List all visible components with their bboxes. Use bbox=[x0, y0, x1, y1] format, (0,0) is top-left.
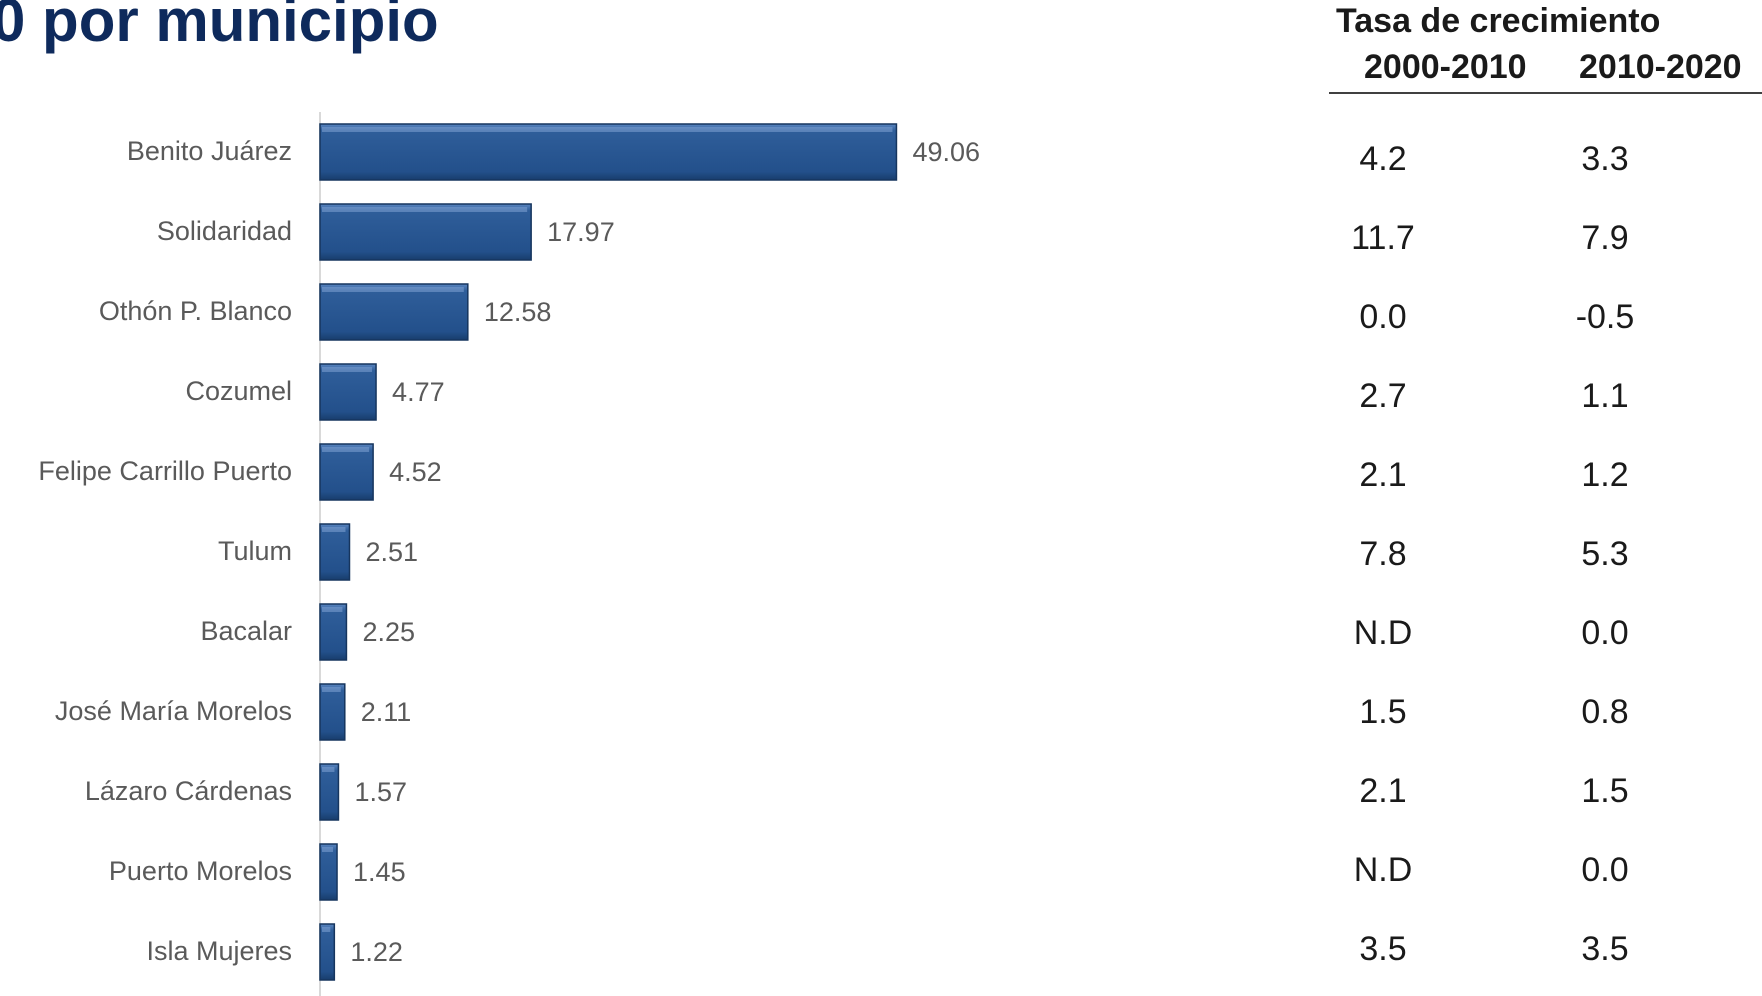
bar-highlight bbox=[322, 447, 370, 452]
period-header-2000-2010: 2000-2010 bbox=[1364, 48, 1527, 86]
rate-cell-2000-2010: 2.7 bbox=[1359, 377, 1407, 415]
value-label: 49.06 bbox=[912, 137, 980, 167]
rate-cell-2000-2010: 0.0 bbox=[1359, 298, 1407, 336]
header-divider bbox=[1329, 92, 1762, 94]
bar bbox=[319, 843, 338, 901]
bar-highlight bbox=[322, 367, 373, 372]
value-label: 2.25 bbox=[362, 617, 415, 647]
bar-highlight bbox=[322, 287, 464, 292]
rate-cell-2000-2010: 1.5 bbox=[1359, 693, 1407, 731]
rate-cell-2000-2010: 2.1 bbox=[1359, 456, 1407, 494]
bar bbox=[319, 283, 469, 341]
rate-cell-2000-2010: 3.5 bbox=[1359, 930, 1407, 968]
bar bbox=[319, 123, 898, 181]
bar bbox=[319, 443, 374, 501]
value-label: 17.97 bbox=[547, 217, 615, 247]
rate-cell-2000-2010: 2.1 bbox=[1359, 772, 1407, 810]
period-header-2010-2020: 2010-2020 bbox=[1579, 48, 1742, 86]
rate-cell-2010-2020: 1.2 bbox=[1581, 456, 1629, 494]
rate-cell-2010-2020: -0.5 bbox=[1575, 298, 1635, 336]
bar bbox=[319, 763, 340, 821]
rate-cell-2000-2010: N.D bbox=[1353, 851, 1413, 889]
category-label: Cozumel bbox=[185, 376, 292, 406]
category-label: Solidaridad bbox=[157, 216, 292, 246]
rate-cell-2010-2020: 1.1 bbox=[1581, 377, 1629, 415]
bar bbox=[319, 203, 532, 261]
rate-cell-2010-2020: 1.5 bbox=[1581, 772, 1629, 810]
category-label: Benito Juárez bbox=[127, 136, 292, 166]
category-label: Othón P. Blanco bbox=[99, 296, 292, 326]
bar bbox=[319, 603, 348, 661]
rate-cell-2010-2020: 0.8 bbox=[1581, 693, 1629, 731]
bar-highlight bbox=[322, 527, 346, 532]
rate-cell-2000-2010: 7.8 bbox=[1359, 535, 1407, 573]
value-label: 1.22 bbox=[350, 937, 403, 967]
bar-highlight bbox=[322, 127, 893, 132]
bar-highlight bbox=[322, 207, 528, 212]
value-label: 4.52 bbox=[389, 457, 442, 487]
category-label: Felipe Carrillo Puerto bbox=[38, 456, 292, 486]
bar-highlight bbox=[322, 687, 341, 692]
bar-highlight bbox=[322, 767, 335, 772]
value-label: 2.51 bbox=[365, 537, 418, 567]
category-label: Puerto Morelos bbox=[109, 856, 292, 886]
growth-rate-title: Tasa de crecimiento bbox=[1336, 2, 1661, 40]
rate-cell-2000-2010: 11.7 bbox=[1351, 219, 1415, 257]
bar-highlight bbox=[322, 607, 343, 612]
category-label: Tulum bbox=[218, 536, 292, 566]
category-label: Bacalar bbox=[200, 616, 292, 646]
value-label: 4.77 bbox=[392, 377, 445, 407]
bar bbox=[319, 363, 377, 421]
rate-cell-2010-2020: 7.9 bbox=[1581, 219, 1629, 257]
bar-highlight bbox=[322, 847, 334, 852]
bar-chart: Benito Juárez 49.06 Solidaridad 17.97 Othón … bbox=[38, 112, 980, 996]
category-label: José María Morelos bbox=[55, 696, 292, 726]
value-label: 1.45 bbox=[353, 857, 406, 887]
bar-highlight bbox=[322, 927, 331, 932]
bar bbox=[319, 683, 346, 741]
rate-cell-2000-2010: N.D bbox=[1353, 614, 1413, 652]
rate-cell-2010-2020: 0.0 bbox=[1581, 851, 1629, 889]
value-label: 1.57 bbox=[354, 777, 407, 807]
rate-cell-2010-2020: 3.5 bbox=[1581, 930, 1629, 968]
page-title: 0 por municipio bbox=[0, 0, 439, 54]
value-label: 12.58 bbox=[484, 297, 552, 327]
value-label: 2.11 bbox=[361, 697, 412, 727]
category-label: Isla Mujeres bbox=[146, 936, 292, 966]
rate-cell-2010-2020: 0.0 bbox=[1581, 614, 1629, 652]
rate-cell-2010-2020: 5.3 bbox=[1581, 535, 1629, 573]
bar bbox=[319, 923, 336, 981]
rate-cell-2010-2020: 3.3 bbox=[1581, 140, 1629, 178]
category-label: Lázaro Cárdenas bbox=[85, 776, 292, 806]
bar bbox=[319, 523, 351, 581]
rate-cell-2000-2010: 4.2 bbox=[1359, 140, 1407, 178]
